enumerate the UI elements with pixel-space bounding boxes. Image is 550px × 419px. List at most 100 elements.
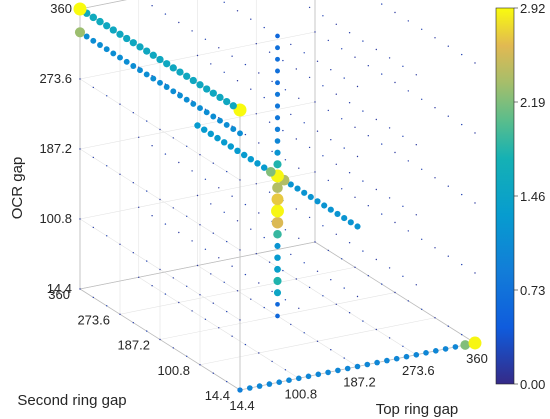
- top-row-lower-point: [237, 130, 243, 137]
- lattice-point: [258, 212, 260, 214]
- lattice-point: [402, 135, 404, 137]
- x-tick-label: 187.2: [343, 375, 376, 390]
- bottom-row-point: [460, 340, 471, 350]
- lattice-point: [223, 211, 225, 213]
- colorbar-tick-label: 2.19: [520, 95, 545, 110]
- lattice-point: [308, 6, 311, 9]
- lattice-point: [255, 113, 257, 115]
- lattice-point: [284, 159, 287, 161]
- lattice-point: [151, 5, 153, 7]
- lattice-point: [92, 86, 95, 89]
- lattice-point: [343, 77, 345, 79]
- middle-row-point: [341, 215, 348, 222]
- top-row-point: [109, 26, 117, 34]
- lattice-point: [196, 194, 199, 197]
- lattice-point: [119, 173, 121, 175]
- lattice-point: [461, 263, 463, 266]
- z-tick-label: 14.4: [47, 281, 72, 296]
- lattice-point: [327, 179, 329, 182]
- lattice-point: [196, 264, 199, 267]
- lattice-point: [341, 118, 343, 120]
- lattice-point: [290, 323, 292, 326]
- lattice-point: [474, 132, 476, 134]
- lattice-point: [282, 269, 284, 272]
- lattice-point: [132, 322, 134, 324]
- colorbar-tick-label: 1.46: [520, 189, 545, 204]
- lattice-point: [204, 178, 207, 180]
- lattice-point: [119, 243, 121, 245]
- middle-row-point: [301, 189, 308, 196]
- lattice-point: [375, 258, 377, 261]
- lattice-point: [159, 198, 161, 201]
- lattice-point: [362, 320, 364, 322]
- lattice-point: [343, 357, 345, 359]
- lattice-point: [388, 197, 391, 199]
- lattice-point: [159, 128, 161, 131]
- lattice-point: [341, 258, 343, 260]
- lattice-point: [255, 253, 257, 255]
- lattice-point: [271, 80, 273, 83]
- lattice-point: [354, 266, 356, 268]
- lattice-point: [316, 340, 319, 342]
- lattice-point: [244, 273, 247, 276]
- bottom-row-point: [325, 369, 331, 376]
- lattice-point: [335, 303, 337, 305]
- lattice-point: [119, 103, 121, 105]
- lattice-point: [218, 257, 220, 259]
- lattice-point: [132, 252, 134, 254]
- top-row-point: [223, 97, 231, 106]
- lattice-point: [354, 56, 356, 58]
- lattice-point: [255, 183, 257, 185]
- y-tick-label: 273.6: [77, 312, 110, 327]
- lattice-point: [354, 126, 356, 128]
- lattice-point: [164, 153, 167, 155]
- top-row-lower-point: [103, 46, 110, 53]
- lattice-point: [151, 215, 153, 217]
- bottom-row-point: [432, 347, 439, 354]
- top-row-point: [136, 43, 144, 51]
- lattice-point: [322, 155, 324, 157]
- lattice-point: [223, 71, 225, 74]
- lattice-point: [303, 52, 305, 54]
- top-row-lower-point: [83, 33, 90, 40]
- lattice-point: [322, 15, 324, 17]
- lattice-point: [250, 18, 252, 20]
- lattice-point: [447, 45, 449, 47]
- top-row-lower-point: [97, 42, 103, 48]
- lattice-point: [362, 110, 364, 112]
- lattice-point: [191, 30, 193, 32]
- lattice-point: [308, 76, 311, 79]
- top-row-lower-point: [163, 84, 170, 90]
- top-row-point: [156, 55, 164, 64]
- lattice-point: [308, 216, 311, 219]
- lattice-point: [263, 306, 265, 309]
- lattice-point: [282, 59, 284, 62]
- top-row-lower-point: [217, 117, 223, 124]
- lattice-point: [172, 207, 174, 209]
- lattice-point: [295, 278, 297, 280]
- lattice-point: [415, 214, 417, 216]
- lattice-point: [314, 171, 316, 173]
- vertical-line-point: [273, 289, 282, 297]
- lattice-point: [381, 283, 383, 285]
- vertical-line-point: [271, 193, 284, 206]
- lattice-point: [138, 136, 140, 138]
- lattice-point: [236, 220, 239, 222]
- top-row-lower-point: [230, 126, 237, 133]
- bottom-row-point: [246, 385, 253, 391]
- bottom-row-point: [315, 371, 322, 378]
- lattice-point: [231, 335, 233, 337]
- vertical-line-point: [274, 254, 281, 261]
- vertical-line-point: [273, 276, 282, 286]
- lattice-point: [322, 225, 324, 227]
- lattice-point: [348, 242, 351, 244]
- lattice-point: [178, 161, 180, 164]
- lattice-point: [381, 73, 383, 75]
- colorbar-bar: [495, 7, 515, 385]
- lattice-point: [327, 39, 329, 42]
- lattice-point: [146, 120, 148, 122]
- middle-row-point: [347, 219, 354, 226]
- lattice-point: [314, 31, 316, 33]
- lattice-point: [402, 345, 404, 347]
- y-tick-label: 187.2: [117, 338, 150, 353]
